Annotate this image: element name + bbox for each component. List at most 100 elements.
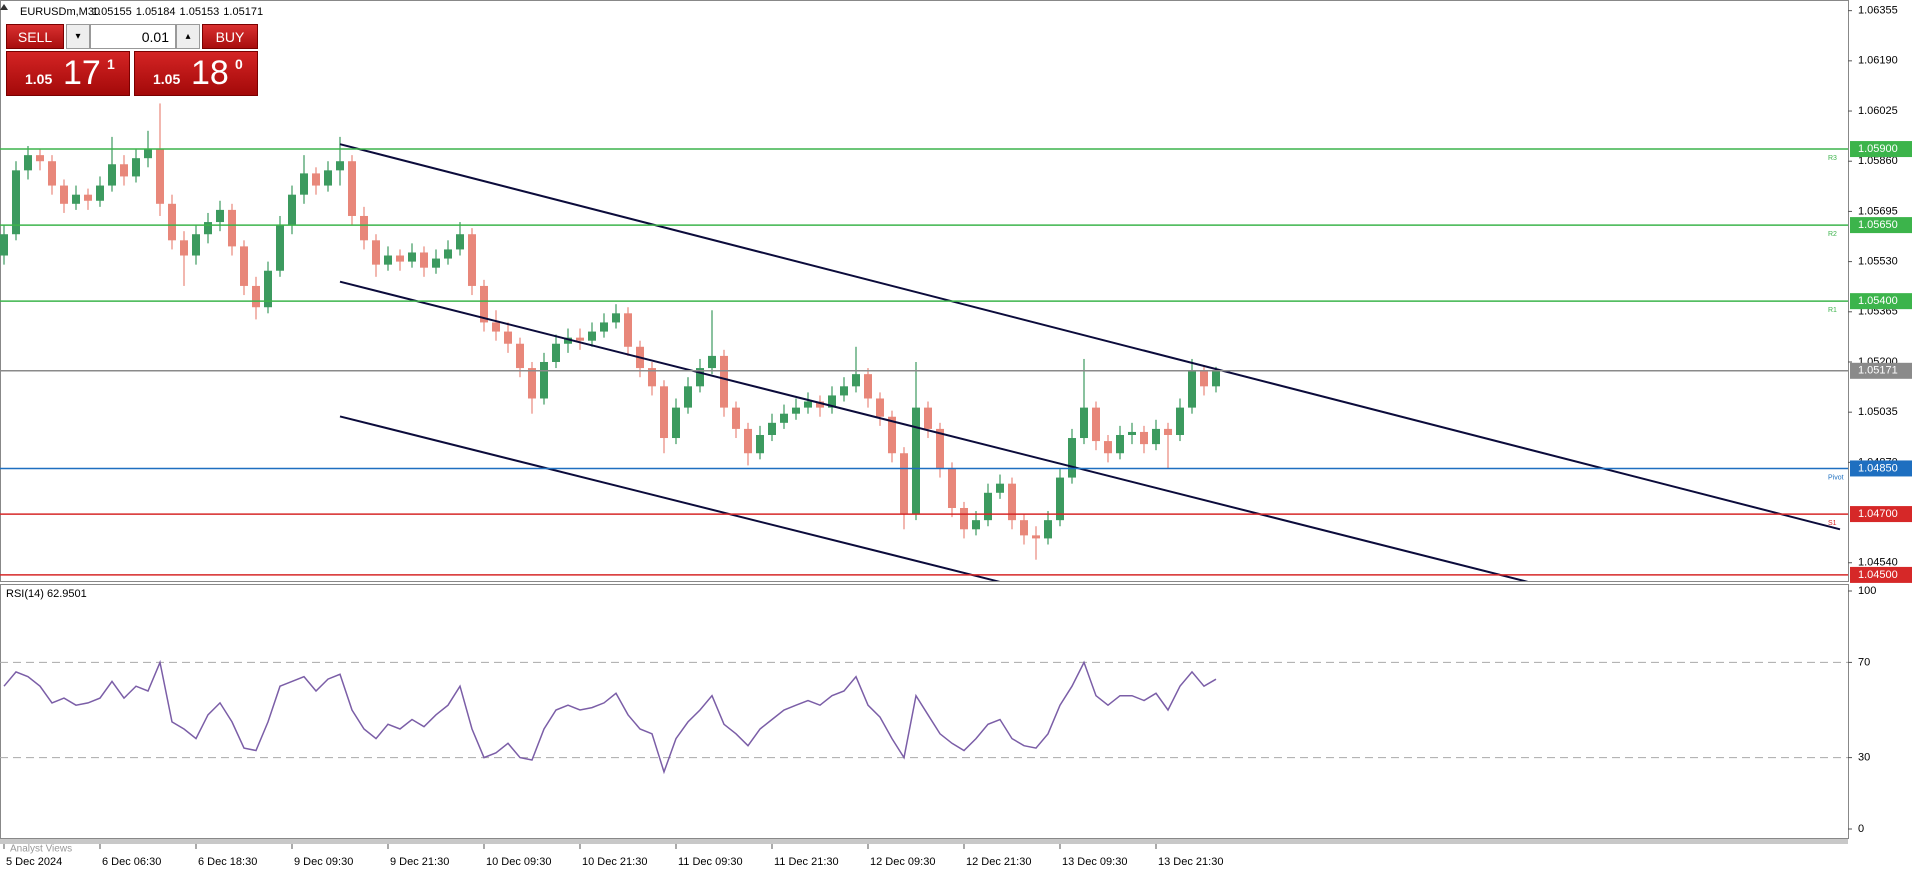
candle-body bbox=[804, 401, 812, 408]
candle-body bbox=[780, 413, 788, 423]
ohlc-value: 1.05153 bbox=[180, 6, 220, 18]
candle-body bbox=[60, 185, 68, 204]
x-tick-label: 11 Dec 09:30 bbox=[678, 856, 743, 868]
candle-body bbox=[1140, 431, 1148, 445]
level-label: 1.05650 bbox=[1858, 219, 1898, 231]
level-name: S1 bbox=[1828, 520, 1837, 527]
y-tick-label: 1.06190 bbox=[1858, 55, 1898, 67]
lot-down[interactable]: ▾ bbox=[66, 24, 90, 49]
candle-body bbox=[828, 395, 836, 408]
candle-body bbox=[732, 407, 740, 429]
x-tick-label: 9 Dec 09:30 bbox=[294, 856, 353, 868]
candle-body bbox=[24, 155, 32, 171]
candle-body bbox=[876, 398, 884, 417]
candle-body bbox=[288, 194, 296, 226]
candle-body bbox=[672, 407, 680, 439]
candle-body bbox=[540, 361, 548, 399]
candle-body bbox=[324, 170, 332, 186]
candle-body bbox=[48, 161, 56, 186]
candle-body bbox=[396, 255, 404, 262]
ohlc-header: 1.05155 1.05184 1.05153 1.05171 bbox=[92, 6, 263, 18]
candle-body bbox=[84, 194, 92, 201]
trade-panel: SELL ▾ 0.01 ▴ BUY 1.05 17 1 1.05 18 0 bbox=[6, 24, 258, 96]
candle-body bbox=[420, 252, 428, 268]
level-name: R1 bbox=[1828, 307, 1837, 314]
level-label: 1.04500 bbox=[1858, 569, 1898, 581]
sell-point: 1 bbox=[107, 56, 115, 72]
candle-body bbox=[348, 161, 356, 216]
candle-body bbox=[480, 285, 488, 323]
candle-body bbox=[1128, 431, 1136, 435]
candle-body bbox=[192, 234, 200, 256]
candle-body bbox=[300, 173, 308, 195]
candle-body bbox=[624, 313, 632, 347]
level-box bbox=[1850, 362, 1912, 379]
candle-body bbox=[1068, 438, 1076, 478]
collapse-icon[interactable] bbox=[0, 4, 8, 10]
y-tick-label: 1.05695 bbox=[1858, 205, 1898, 217]
y-tick-label: 1.05530 bbox=[1858, 256, 1898, 268]
buy-button[interactable]: BUY bbox=[202, 24, 258, 49]
candle-body bbox=[1008, 483, 1016, 521]
level-box bbox=[1850, 141, 1912, 158]
y-tick-label: 1.05860 bbox=[1858, 155, 1898, 167]
candle-body bbox=[504, 331, 512, 344]
rsi-line bbox=[3, 659, 1217, 775]
y-tick-label: 1.06025 bbox=[1858, 105, 1898, 117]
candle-body bbox=[552, 343, 560, 362]
buy-pips: 18 bbox=[191, 54, 229, 92]
ohlc-value: 1.05171 bbox=[223, 6, 263, 18]
candle-body bbox=[0, 234, 8, 256]
candle-body bbox=[276, 225, 284, 271]
trendline bbox=[339, 415, 1001, 581]
lot-input[interactable]: 0.01 bbox=[90, 24, 176, 49]
candle-body bbox=[252, 285, 260, 308]
candle-body bbox=[264, 270, 272, 308]
candle-body bbox=[1152, 428, 1160, 445]
candle-body bbox=[564, 337, 572, 344]
candle-body bbox=[1164, 428, 1172, 435]
candle-body bbox=[180, 240, 188, 256]
candle-body bbox=[1104, 441, 1112, 454]
candle-body bbox=[744, 428, 752, 454]
ohlc-value: 1.05184 bbox=[136, 6, 176, 18]
candle-body bbox=[792, 407, 800, 414]
candle-body bbox=[432, 258, 440, 268]
separator bbox=[0, 839, 1848, 844]
candle-body bbox=[708, 355, 716, 369]
x-tick-label: 6 Dec 06:30 bbox=[102, 856, 161, 868]
sell-pips: 17 bbox=[63, 54, 101, 92]
candle-body bbox=[996, 483, 1004, 493]
candle-body bbox=[936, 428, 944, 469]
candle-body bbox=[120, 164, 128, 177]
x-tick-label: 13 Dec 09:30 bbox=[1062, 856, 1127, 868]
rsi-plot bbox=[0, 659, 1848, 775]
level-box bbox=[1850, 566, 1912, 583]
candle-body bbox=[756, 434, 764, 454]
candle-body bbox=[72, 194, 80, 204]
candle-body bbox=[1116, 434, 1124, 454]
lot-up[interactable]: ▴ bbox=[176, 24, 200, 49]
candle-body bbox=[972, 520, 980, 530]
level-name: Pivot bbox=[1828, 474, 1844, 481]
candle-body bbox=[168, 203, 176, 241]
candle-body bbox=[588, 331, 596, 341]
price-plot bbox=[0, 103, 1841, 581]
sell-price[interactable]: 1.05 17 1 bbox=[6, 51, 130, 96]
candle-body bbox=[696, 368, 704, 387]
candle-body bbox=[516, 343, 524, 369]
candle-body bbox=[156, 149, 164, 204]
x-tick-label: 5 Dec 2024 bbox=[6, 856, 62, 868]
sell-button[interactable]: SELL bbox=[6, 24, 64, 49]
x-tick-label: 11 Dec 21:30 bbox=[774, 856, 839, 868]
level-name: R3 bbox=[1828, 155, 1837, 162]
level-label: 1.05900 bbox=[1858, 143, 1898, 155]
analyst-views[interactable]: Analyst Views bbox=[10, 844, 72, 855]
candle-body bbox=[240, 246, 248, 286]
candle-body bbox=[1044, 520, 1052, 539]
buy-price[interactable]: 1.05 18 0 bbox=[134, 51, 258, 96]
candle-body bbox=[720, 355, 728, 408]
candle-body bbox=[1056, 477, 1064, 521]
candle-body bbox=[372, 240, 380, 265]
candle-body bbox=[612, 313, 620, 323]
